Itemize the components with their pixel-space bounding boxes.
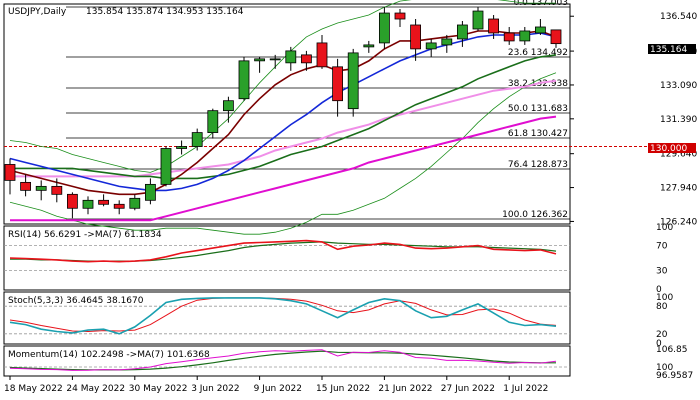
stoch-d-line <box>9 297 557 333</box>
fib-label-3: 50.0 131.683 <box>508 104 568 114</box>
candle-body-15 <box>238 60 250 100</box>
time-axis-label-2: 30 May 2022 <box>129 384 188 394</box>
rsi-axis-label-2: 30 <box>656 266 668 276</box>
stoch-axis-label-2: 20 <box>656 330 668 340</box>
bollinger-lower <box>9 72 557 235</box>
price-tag: 135.164 <box>650 45 687 55</box>
rsi-pane-frame <box>3 225 571 291</box>
candle-body-9 <box>144 183 156 201</box>
candle-body-1 <box>20 181 32 191</box>
candle-body-34 <box>535 26 546 34</box>
candle-body-2 <box>35 185 47 191</box>
stoch-pane-frame <box>3 291 571 345</box>
ohlc-readout: 135.854 135.874 134.953 135.164 <box>86 7 244 17</box>
price-axis-label-5: 127.940 <box>660 184 697 194</box>
symbol-title: USDJPY,Daily <box>8 7 67 17</box>
candle-body-11 <box>176 146 188 149</box>
fib-label-1: 23.6 134.492 <box>508 48 568 58</box>
candle-body-32 <box>503 32 515 42</box>
stoch-k-line <box>9 297 557 335</box>
candle-body-4 <box>67 193 78 209</box>
ma-magenta <box>10 115 557 222</box>
level-tag: 130.000 <box>650 144 687 154</box>
candle-body-35 <box>550 29 562 45</box>
candle-body-29 <box>456 24 468 40</box>
fib-label-0: 0.0 137.003 <box>514 0 568 8</box>
candle-body-8 <box>129 197 141 209</box>
candle-body-33 <box>519 30 531 42</box>
time-axis-label-0: 18 May 2022 <box>4 384 63 394</box>
price-tag-bg <box>648 44 696 54</box>
time-axis-label-8: 1 Jul 2022 <box>503 384 548 394</box>
candle-body-18 <box>285 50 297 64</box>
price-axis-label-6: 126.240 <box>660 217 697 227</box>
candle-body-3 <box>51 185 63 195</box>
stoch-title: Stoch(5,3,3) 36.4645 38.1670 <box>8 296 144 306</box>
candle-body-25 <box>394 12 406 20</box>
candle-body-10 <box>160 148 172 185</box>
rsi-axis-label-0: 100 <box>656 223 673 233</box>
candle-body-20 <box>316 42 328 68</box>
level-tag-bg <box>648 143 696 153</box>
candle-body-7 <box>113 203 125 209</box>
candle-body-12 <box>191 132 203 147</box>
price-axis-label-2: 133.090 <box>660 81 697 91</box>
moving-averages <box>9 0 557 235</box>
momentum-pane-frame <box>3 345 571 377</box>
time-axis-label-6: 21 Jun 2022 <box>378 384 432 394</box>
time-axis-label-5: 15 Jun 2022 <box>316 384 370 394</box>
main-pane-frame <box>3 3 571 225</box>
ma-pink <box>10 79 557 178</box>
momentum-axis-label-1: 100 <box>656 363 673 373</box>
bollinger-upper <box>9 0 556 173</box>
candle-body-27 <box>425 42 437 50</box>
price-axis-label-4: 129.640 <box>660 150 697 160</box>
momentum-title: Momentum(14) 102.2498 ->MA(7) 101.6368 <box>8 350 210 360</box>
price-axis-label-3: 131.390 <box>660 115 697 125</box>
stoch-axis-label-0: 100 <box>656 293 673 303</box>
rsi-line <box>9 239 557 263</box>
stoch-axis-label-1: 80 <box>656 302 668 312</box>
candle-body-16 <box>254 58 266 62</box>
momentum-line <box>9 349 557 371</box>
candle-body-23 <box>363 44 375 48</box>
candle-body-22 <box>347 52 359 110</box>
candle-body-26 <box>410 24 422 50</box>
rsi-axis-label-1: 70 <box>656 242 668 252</box>
candle-body-30 <box>472 10 484 30</box>
ema-slow <box>10 54 557 180</box>
candle-body-19 <box>300 54 312 64</box>
candle-body-31 <box>488 18 500 34</box>
momentum-axis-label-0: 106.85 <box>656 345 688 355</box>
candle-body-13 <box>207 110 219 133</box>
fib-label-4: 61.8 130.427 <box>508 129 568 139</box>
time-axis-label-4: 9 Jun 2022 <box>254 384 302 394</box>
time-axis-label-1: 24 May 2022 <box>66 384 125 394</box>
rsi-title: RSI(14) 56.6291 ->MA(7) 61.1834 <box>8 230 162 240</box>
candle-body-28 <box>441 38 453 46</box>
time-axis-label-3: 3 Jun 2022 <box>191 384 239 394</box>
candle-body-0 <box>4 164 16 181</box>
candle-body-17 <box>269 58 281 61</box>
candle-body-14 <box>222 100 234 112</box>
fib-label-6: 100.0 126.362 <box>502 210 568 220</box>
candle-body-6 <box>98 199 109 205</box>
stoch-axis-label-3: 0 <box>656 339 662 349</box>
rsi-axis-label-3: 0 <box>656 285 662 295</box>
candle-body-21 <box>332 66 344 102</box>
momentum-axis-label-2: 96.9587 <box>656 371 693 381</box>
time-axis: 18 May 2022 24 May 2022 30 May 2022 3 Jun 2… <box>4 376 548 394</box>
ema-mid <box>9 32 557 192</box>
price-axis-label-0: 136.540 <box>660 12 697 22</box>
candle-body-24 <box>378 12 390 44</box>
candlesticks <box>4 7 562 219</box>
fib-label-5: 76.4 128.873 <box>508 160 568 170</box>
time-axis-label-7: 27 Jun 2022 <box>441 384 495 394</box>
rsi-lines: 100 70 30 0 <box>4 223 673 295</box>
candle-body-5 <box>82 199 94 209</box>
